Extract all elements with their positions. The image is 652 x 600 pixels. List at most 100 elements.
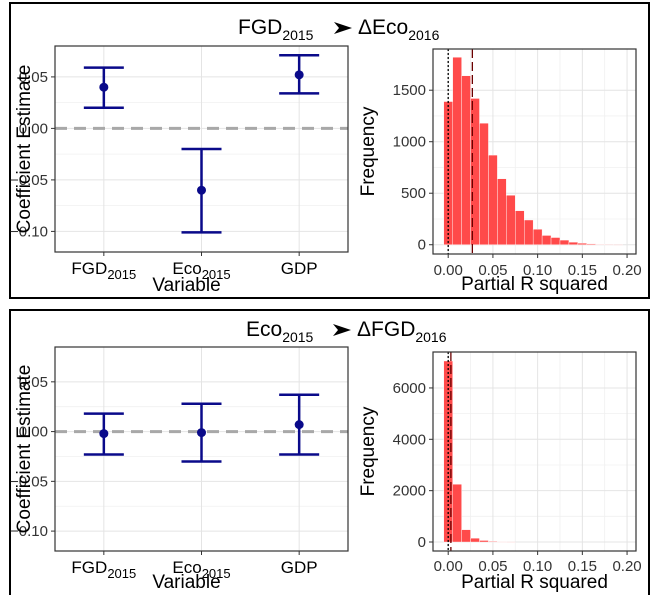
category-name: FGD [71, 558, 107, 577]
histogram-bar [506, 541, 516, 543]
plot-border [432, 48, 637, 255]
histogram-bar [488, 541, 498, 543]
plot-background [433, 352, 636, 551]
y-tick-label: 0.00 [19, 424, 48, 441]
x-tick-label: 0.05 [478, 262, 507, 279]
histogram-bar [488, 154, 498, 245]
category-name: GDP [281, 259, 318, 278]
x-tick-label: 0.20 [612, 262, 641, 279]
estimate-point [99, 82, 109, 92]
histogram-bar [524, 219, 534, 245]
y-axis-title: Frequency [358, 106, 379, 196]
y-tick-label: −0.10 [10, 523, 48, 540]
y-tick-label: 0.05 [19, 374, 48, 391]
panel-1-title-target: ΔEco2016 [358, 16, 440, 43]
y-axis-title: Coefficient Estimate [14, 365, 35, 534]
histogram-bar [568, 241, 579, 245]
arrow-icon [333, 324, 351, 336]
estimate-point [294, 70, 304, 80]
histogram-bar [577, 242, 588, 245]
histogram-1: 0.00 0.05 0.10 0.15 0.20 0 500 1000 1500 Partial … [358, 48, 642, 295]
histogram-bar [479, 122, 489, 245]
y-tick-label: −0.05 [10, 473, 48, 490]
panel-2-title-source: Eco2015 [246, 318, 314, 345]
histogram-bar [541, 235, 552, 245]
y-tick-label: 0.05 [19, 69, 48, 86]
x-tick-label: 0.15 [568, 558, 597, 575]
category-subscript: 2015 [202, 566, 231, 581]
x-category-label: Eco2015 [172, 558, 230, 581]
estimate-point [294, 420, 304, 430]
histogram-bar [497, 178, 507, 245]
x-category-label: FGD2015 [71, 558, 136, 581]
y-tick-label: 4000 [393, 431, 426, 448]
histogram-bar [470, 537, 480, 543]
x-tick-label: 0.10 [523, 558, 552, 575]
estimate-point [197, 428, 206, 438]
histogram-bar [559, 239, 570, 245]
x-axis-title: Variable [152, 572, 220, 593]
histogram-bar [497, 541, 507, 543]
y-tick-label: 1500 [393, 82, 426, 99]
category-name: FGD [71, 259, 107, 278]
arrow-icon [334, 22, 352, 34]
x-axis-title: Partial R squared [461, 274, 608, 295]
x-axis-title: Partial R squared [461, 572, 608, 593]
histogram-bar [452, 57, 462, 245]
y-tick-label: 500 [401, 185, 426, 202]
estimate-point [99, 429, 109, 439]
x-category-label: GDP [281, 259, 318, 278]
histogram-2: 0.00 0.05 0.10 0.15 0.20 0 2000 4000 6000 Partial… [358, 351, 642, 593]
y-tick-label: 1000 [393, 134, 426, 151]
panel-1-title: FGD2015 ΔEco2016 [238, 16, 440, 43]
x-tick-label: 0.05 [478, 558, 507, 575]
y-axis-title: Coefficient Estimate [14, 65, 35, 234]
y-tick-label: 0.00 [19, 120, 48, 137]
plot-border [54, 45, 349, 253]
y-tick-label: 2000 [393, 483, 426, 500]
x-category-label: FGD2015 [71, 259, 136, 282]
y-tick-label: −0.10 [10, 223, 48, 240]
panel-2-title: Eco2015 ΔFGD2016 [246, 318, 447, 345]
category-name: Eco [172, 259, 201, 278]
category-subscript: 2015 [202, 267, 231, 282]
y-tick-label: 0 [418, 237, 426, 254]
y-tick-label: −0.05 [10, 172, 48, 189]
category-subscript: 2015 [107, 566, 136, 581]
histogram-bar [613, 244, 623, 246]
histogram-bar [452, 484, 462, 543]
category-subscript: 2015 [107, 267, 136, 282]
x-category-label: GDP [281, 558, 318, 577]
panel-1-frame [9, 2, 650, 299]
x-tick-label: 0.15 [568, 262, 597, 279]
histogram-bar [550, 237, 561, 245]
histogram-bar [461, 75, 471, 245]
plot-border [432, 351, 637, 552]
category-name: GDP [281, 558, 318, 577]
histogram-bar [479, 540, 489, 543]
category-name: Eco [172, 558, 201, 577]
y-axis-title: Frequency [358, 406, 379, 496]
x-tick-label: 0.00 [434, 262, 463, 279]
histogram-bar [586, 243, 596, 245]
x-category-label: Eco2015 [172, 259, 230, 282]
panel-1-title-source: FGD2015 [238, 16, 314, 43]
histogram-bar [515, 210, 525, 245]
estimate-point [197, 185, 206, 195]
histogram-bar [604, 244, 614, 246]
x-tick-label: 0.20 [612, 558, 641, 575]
histogram-bar [506, 195, 516, 245]
x-axis-title: Variable [152, 275, 220, 296]
histogram-bar [461, 529, 471, 543]
y-tick-label: 0 [418, 534, 426, 551]
y-tick-label: 6000 [393, 380, 426, 397]
panel-2-frame [9, 309, 650, 600]
histogram-bar [532, 229, 543, 245]
plot-border [54, 346, 349, 552]
histogram-bar [595, 244, 605, 246]
panel-2-title-target: ΔFGD2016 [357, 318, 447, 345]
x-tick-label: 0.00 [434, 558, 463, 575]
